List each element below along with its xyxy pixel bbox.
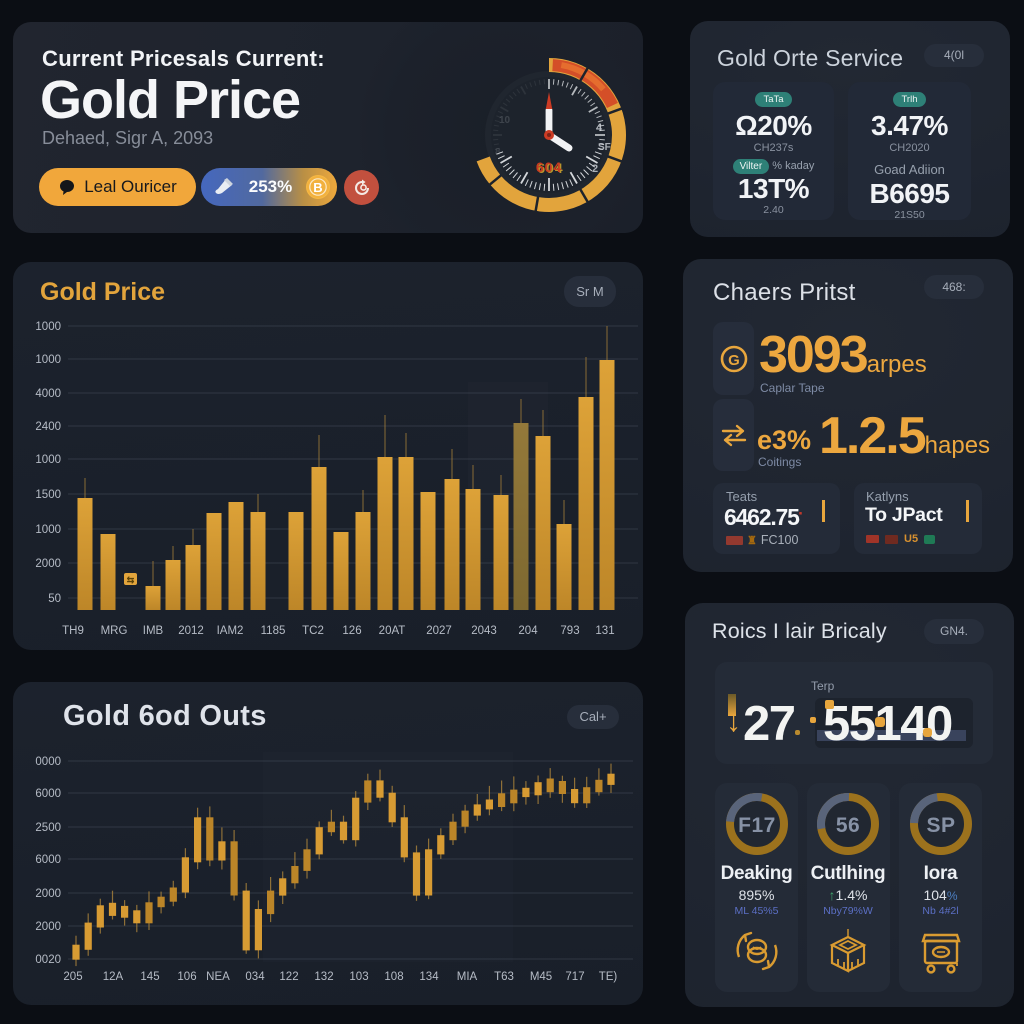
svg-text:SF: SF xyxy=(598,142,611,153)
svg-text:0000: 0000 xyxy=(35,756,61,768)
svg-text:604: 604 xyxy=(536,159,562,175)
svg-text:103: 103 xyxy=(349,971,368,983)
svg-text:50: 50 xyxy=(48,593,61,605)
svg-text:1185: 1185 xyxy=(261,625,286,637)
svg-text:F17: F17 xyxy=(738,814,776,837)
svg-text:G: G xyxy=(728,352,740,369)
svg-text:M45: M45 xyxy=(530,971,552,983)
svg-text:2043: 2043 xyxy=(471,625,497,637)
svg-text:604: 604 xyxy=(537,160,563,176)
svg-text:131: 131 xyxy=(595,625,614,637)
svg-text:1500: 1500 xyxy=(35,489,61,501)
svg-text:126: 126 xyxy=(342,625,361,637)
svg-text:1000: 1000 xyxy=(35,354,61,366)
svg-text:4000: 4000 xyxy=(35,388,61,400)
svg-text:IAM2: IAM2 xyxy=(217,625,244,637)
svg-text:1000: 1000 xyxy=(35,524,61,536)
svg-text:4: 4 xyxy=(596,122,603,134)
svg-text:2027: 2027 xyxy=(426,625,452,637)
svg-text:T63: T63 xyxy=(494,971,514,983)
svg-text:717: 717 xyxy=(565,971,584,983)
svg-text:TH9: TH9 xyxy=(62,625,84,637)
svg-text:MIA: MIA xyxy=(457,971,478,983)
svg-text:8: 8 xyxy=(495,147,501,158)
svg-text:2000: 2000 xyxy=(35,558,61,570)
svg-text:132: 132 xyxy=(314,971,333,983)
svg-text:145: 145 xyxy=(140,971,159,983)
svg-text:122: 122 xyxy=(279,971,298,983)
svg-text:20AT: 20AT xyxy=(379,625,406,637)
svg-text:793: 793 xyxy=(560,625,579,637)
svg-text:134: 134 xyxy=(419,971,439,983)
svg-text:106: 106 xyxy=(177,971,196,983)
svg-text:2000: 2000 xyxy=(35,888,61,900)
svg-text:NEA: NEA xyxy=(206,971,230,983)
svg-text:2: 2 xyxy=(592,163,598,175)
svg-text:205: 205 xyxy=(63,971,82,983)
svg-text:MRG: MRG xyxy=(101,625,128,637)
svg-text:2000: 2000 xyxy=(35,921,61,933)
svg-text:2400: 2400 xyxy=(35,421,61,433)
svg-text:TC2: TC2 xyxy=(302,625,324,637)
svg-text:B: B xyxy=(313,180,322,195)
svg-text:108: 108 xyxy=(384,971,403,983)
svg-text:204: 204 xyxy=(518,625,538,637)
svg-text:6000: 6000 xyxy=(35,788,61,800)
svg-text:1000: 1000 xyxy=(35,321,61,333)
svg-text:56: 56 xyxy=(836,814,860,837)
svg-text:10: 10 xyxy=(499,115,511,126)
svg-text:SP: SP xyxy=(926,814,955,837)
svg-text:12A: 12A xyxy=(103,971,124,983)
svg-text:IMB: IMB xyxy=(143,625,164,637)
svg-text:2012: 2012 xyxy=(178,625,204,637)
svg-text:2500: 2500 xyxy=(35,822,61,834)
svg-text:0020: 0020 xyxy=(35,954,61,966)
svg-text:034: 034 xyxy=(245,971,265,983)
svg-text:6000: 6000 xyxy=(35,854,61,866)
svg-text:1000: 1000 xyxy=(35,454,61,466)
svg-text:TE): TE) xyxy=(599,971,618,983)
svg-text:⇆: ⇆ xyxy=(127,575,135,585)
